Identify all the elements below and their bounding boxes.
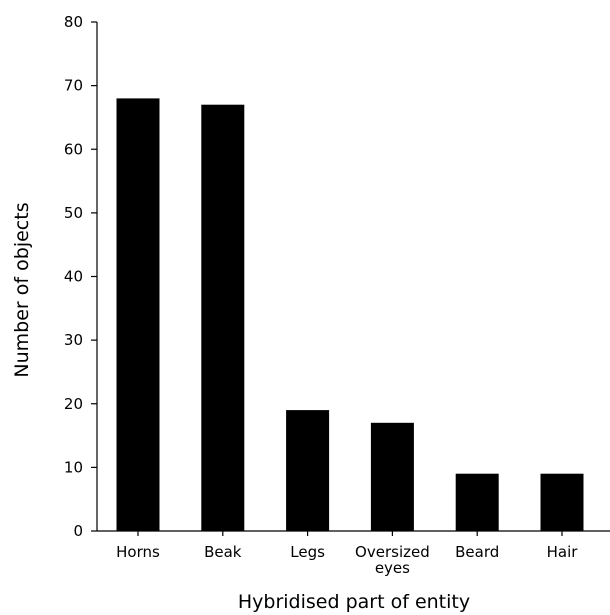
y-axis: 0 10 20 30 40 50 60 70 80 [64, 13, 98, 540]
y-tick-label: 0 [73, 522, 83, 540]
y-tick-label: 40 [64, 268, 83, 286]
x-tick-label: Oversized eyes [355, 543, 430, 577]
bar [201, 104, 245, 531]
bar [286, 410, 330, 531]
x-tick-label: Beard [455, 543, 499, 561]
bars [116, 98, 584, 532]
bar [370, 422, 414, 531]
y-tick-label: 80 [64, 13, 83, 31]
y-tick-label: 20 [64, 395, 83, 413]
x-tick-labels: Horns Beak Legs Oversized eyes Beard Hair [116, 543, 578, 577]
x-tick-label: Hair [547, 543, 579, 561]
x-tick-label: Beak [204, 543, 242, 561]
y-axis-title: Number of objects [11, 202, 33, 377]
y-tick-label: 50 [64, 204, 83, 222]
y-tick-label: 60 [64, 140, 83, 158]
y-tick-label: 70 [64, 77, 83, 95]
y-tick-label: 30 [64, 331, 83, 349]
bar [455, 473, 499, 531]
x-axis-title: Hybridised part of entity [238, 591, 470, 613]
x-tick-label: Legs [290, 543, 325, 561]
bar [540, 473, 584, 531]
y-tick-label: 10 [64, 458, 83, 476]
bar [116, 98, 160, 532]
x-tick-label: Horns [116, 543, 160, 561]
x-axis [97, 530, 610, 536]
